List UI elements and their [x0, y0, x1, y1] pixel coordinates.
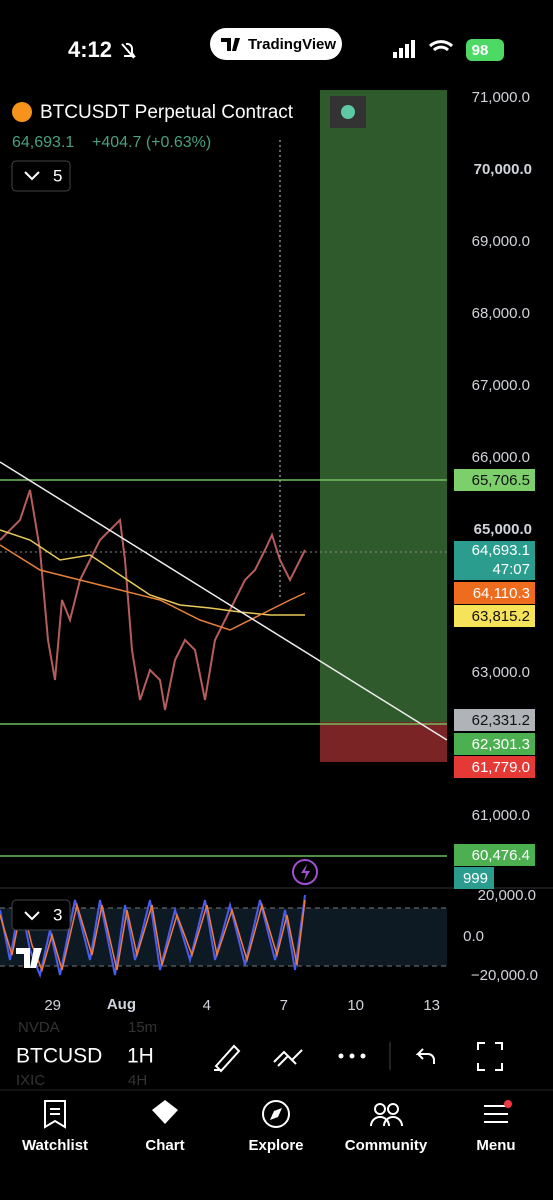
compass — [270, 1108, 282, 1120]
tag-bg — [454, 605, 535, 627]
menu-icon — [484, 1105, 508, 1123]
clock: 4:12 — [68, 37, 112, 62]
price-label: 67,000.0 — [472, 377, 530, 394]
ghost-interval: 4H — [128, 1072, 147, 1089]
symbol-button[interactable]: BTCUSD — [16, 1045, 102, 1068]
price-label: 68,000.0 — [472, 305, 530, 322]
ghost-symbol: NVDA — [18, 1019, 60, 1036]
tag-bg — [454, 469, 535, 491]
price-label: 71,000.0 — [472, 89, 530, 106]
ma-orange — [0, 544, 306, 631]
app-pill — [210, 28, 342, 60]
countdown: 47:07 — [492, 561, 530, 578]
badge — [504, 1100, 512, 1108]
nav-item[interactable]: Menu — [476, 1137, 515, 1154]
draw-tool[interactable] — [214, 1044, 241, 1073]
tag-bg — [454, 582, 535, 604]
osc-toggle[interactable] — [11, 899, 71, 931]
status-dot — [341, 105, 355, 119]
chevron — [24, 171, 40, 181]
alert-icon — [292, 859, 318, 885]
time-label: 13 — [423, 997, 440, 1014]
watchlist-icon — [44, 1100, 66, 1129]
trend-tool[interactable] — [273, 1049, 303, 1067]
price-tag: 62,301.3 — [472, 736, 530, 753]
tv-watermark — [16, 948, 42, 968]
volume-tag: 999 — [463, 870, 488, 887]
tag-bg — [454, 867, 494, 889]
indicators-count: 5 — [53, 166, 62, 185]
indicators-toggle[interactable] — [11, 160, 71, 192]
price-label: 66,000.0 — [472, 449, 530, 466]
price-tag: 63,815.2 — [472, 608, 530, 625]
nav-item[interactable]: Community — [345, 1137, 428, 1154]
stop-zone — [320, 722, 447, 762]
undo[interactable] — [415, 1048, 435, 1064]
price-path — [0, 489, 306, 711]
community-icon — [370, 1103, 403, 1127]
price-tag: 60,476.4 — [472, 847, 530, 864]
target-zone — [320, 90, 447, 722]
chart-icon — [152, 1100, 178, 1124]
tag-bg — [454, 709, 535, 731]
battery — [466, 39, 504, 61]
time-label: Aug — [107, 996, 136, 1013]
more[interactable] — [338, 1053, 366, 1059]
ghost-interval: 15m — [128, 1019, 157, 1036]
nav-item[interactable]: Watchlist — [22, 1137, 88, 1154]
time-label: 7 — [280, 997, 288, 1014]
price-tag: 64,693.1 — [472, 542, 530, 559]
price-label: 70,000.0 — [474, 161, 532, 178]
price-tag: 62,331.2 — [472, 712, 530, 729]
nav-item[interactable]: Chart — [145, 1137, 184, 1154]
time-label: 29 — [44, 997, 61, 1014]
osc-d — [0, 899, 306, 973]
ghost-symbol: IXIC — [16, 1072, 45, 1089]
explore-icon — [262, 1100, 290, 1128]
symbol-name: BTCUSDT Perpetual Contract — [40, 102, 294, 123]
osc-label: 20,000.0 — [478, 887, 536, 904]
nav-item[interactable]: Explore — [248, 1137, 303, 1154]
tag-bg — [454, 541, 535, 580]
price-label: 63,000.0 — [472, 664, 530, 681]
fullscreen[interactable] — [477, 1042, 503, 1071]
trend-line — [0, 461, 448, 741]
price-tag: 61,779.0 — [472, 759, 530, 776]
wifi — [428, 40, 454, 52]
last-price: 64,693.1 — [12, 134, 74, 151]
mute-icon — [121, 42, 136, 59]
tv-logo — [221, 38, 240, 51]
btc-icon — [12, 102, 32, 122]
time-label: 10 — [347, 997, 364, 1014]
price-label: 69,000.0 — [472, 233, 530, 250]
time-label: 4 — [203, 997, 211, 1014]
chevron — [24, 911, 40, 921]
price-change: +404.7 (+0.63%) — [92, 134, 211, 151]
osc-label: 0.0 — [463, 928, 484, 945]
app-name: TradingView — [248, 36, 336, 53]
signal — [393, 40, 415, 58]
tag-bg — [454, 756, 535, 778]
bolt — [301, 864, 310, 881]
price-tag: 64,110.3 — [473, 585, 530, 602]
tag-bg — [454, 844, 535, 866]
battery-level: 98 — [472, 42, 489, 59]
tag-bg — [454, 733, 535, 755]
price-label: 61,000.0 — [472, 807, 530, 824]
interval-button[interactable]: 1H — [127, 1045, 154, 1068]
osc-count: 3 — [53, 905, 62, 924]
ma-yellow — [0, 529, 305, 616]
osc-label: −20,000.0 — [471, 967, 538, 984]
price-label: 65,000.0 — [474, 521, 532, 538]
price-tag: 65,706.5 — [472, 472, 530, 489]
